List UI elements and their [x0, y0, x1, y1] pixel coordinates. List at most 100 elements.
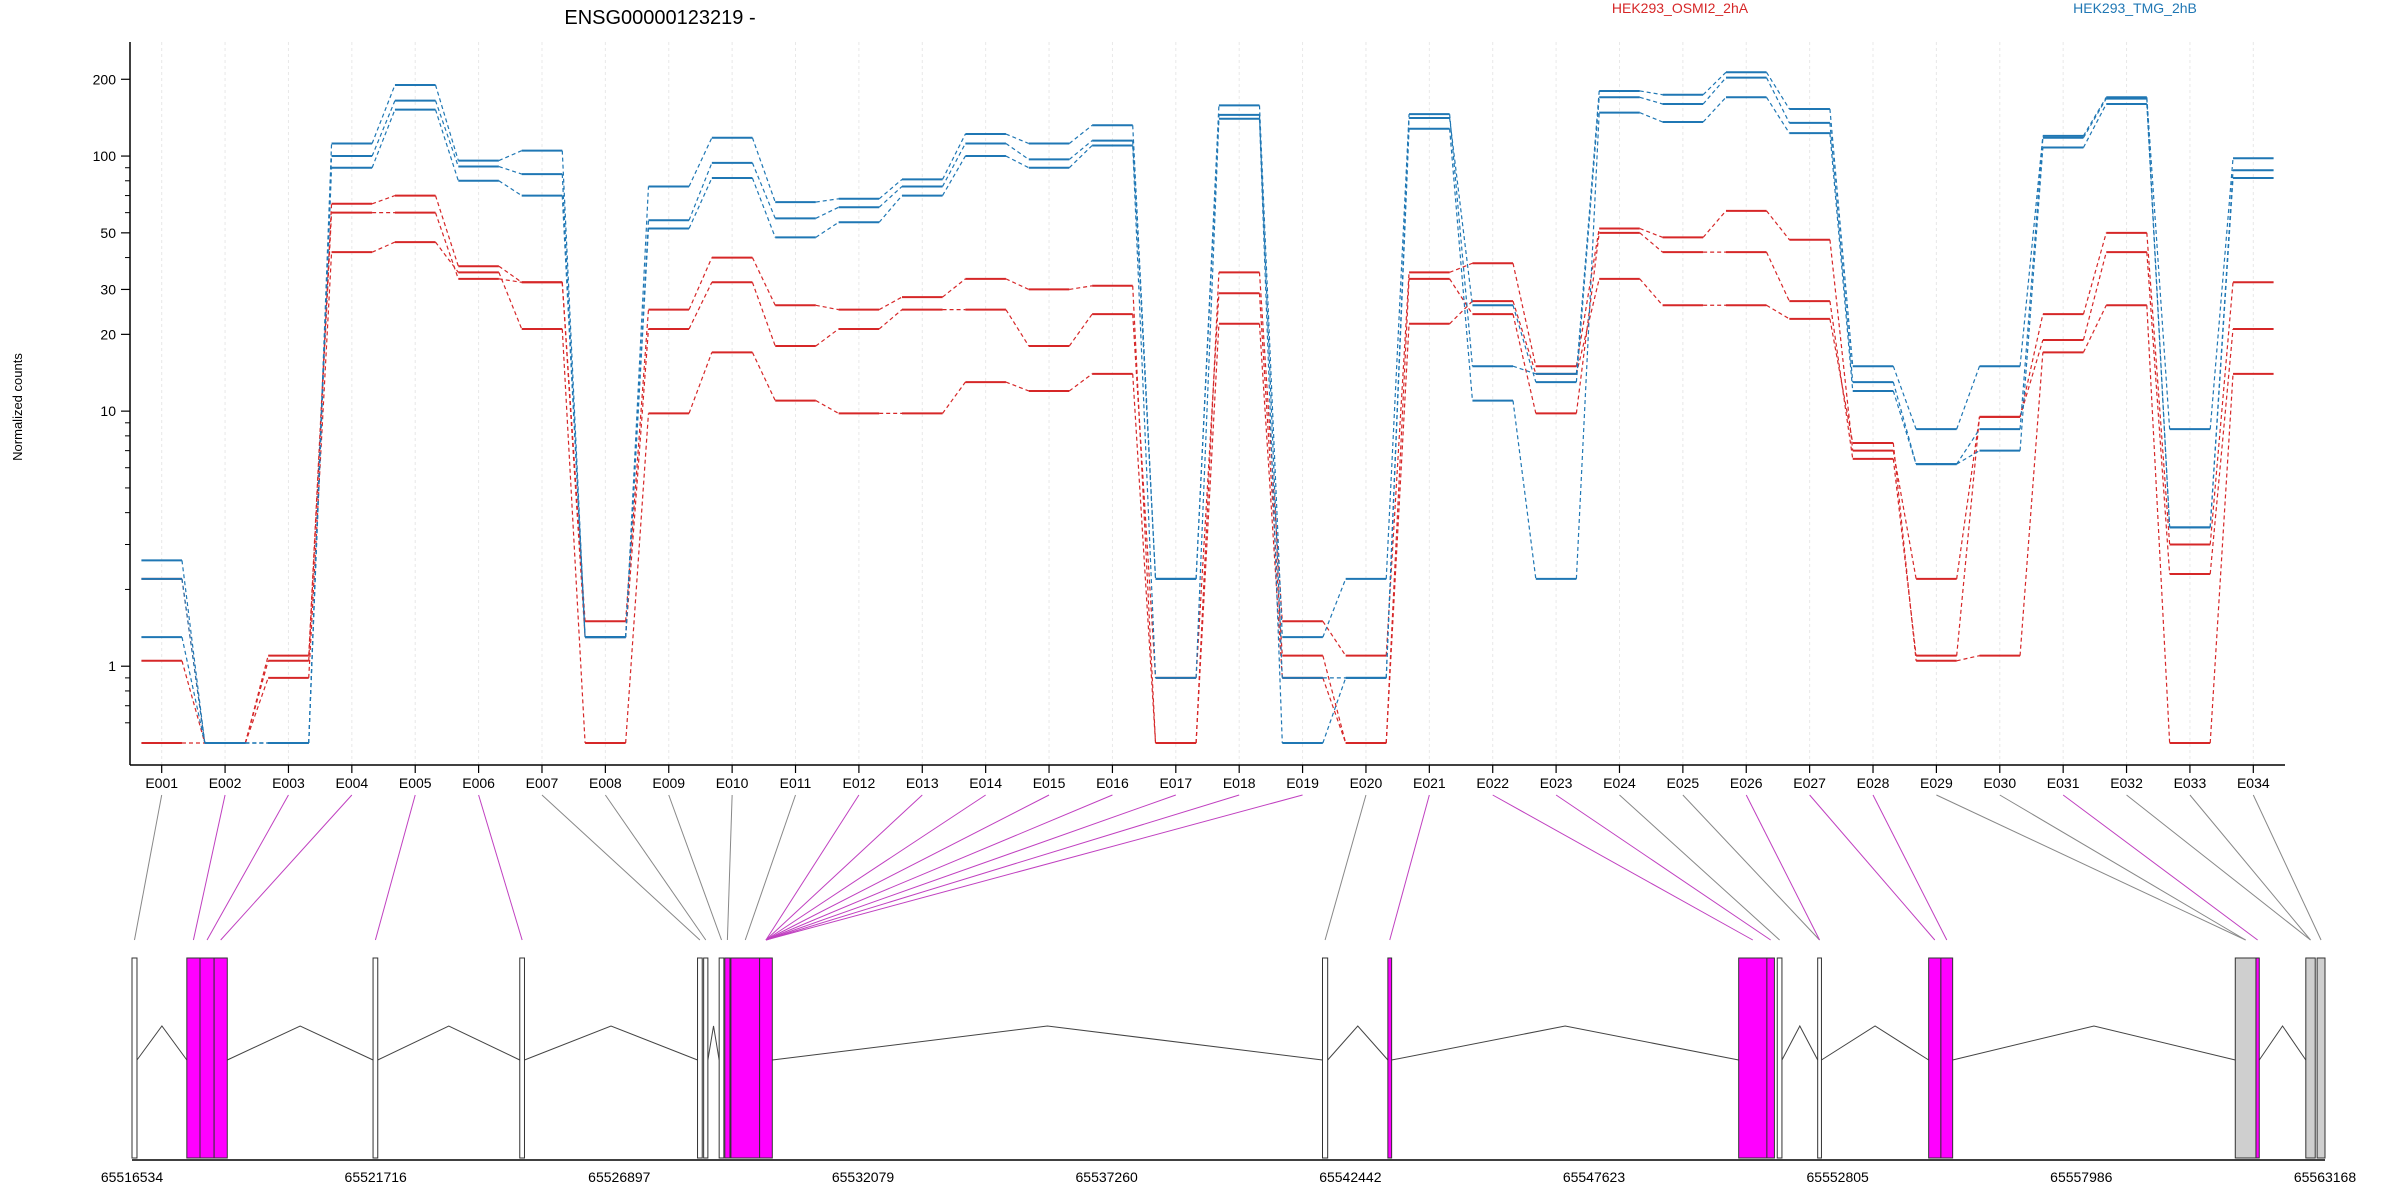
data-connector: [435, 241, 459, 273]
data-connector: [2082, 305, 2107, 353]
legend-item-osmi2: HEK293_OSMI2_2hA: [1612, 0, 1749, 16]
data-connector: [1512, 365, 1537, 375]
exon-connector: [1936, 794, 2246, 941]
exon-connector: [220, 794, 353, 941]
data-connector: [942, 278, 966, 298]
x-tick-label: E028: [1857, 775, 1890, 791]
intron-line: [1821, 1025, 1929, 1061]
exon-bin: [372, 957, 379, 1159]
data-connector: [2146, 97, 2171, 430]
exon-connector: [374, 794, 416, 941]
data-connector: [751, 282, 776, 347]
exon-connector: [2189, 794, 2311, 941]
x-tick-label: E027: [1793, 775, 1826, 791]
data-connector: [1322, 620, 1347, 656]
data-connector: [878, 195, 903, 223]
exon-bin: [2305, 957, 2316, 1159]
data-connector: [878, 186, 903, 208]
data-connector: [878, 178, 903, 200]
x-tick-label: E029: [1920, 775, 1953, 791]
x-tick-label: E015: [1033, 775, 1066, 791]
exon-connector: [2062, 794, 2258, 941]
data-connector: [181, 560, 206, 744]
exon-connector: [765, 794, 923, 941]
data-connector: [308, 212, 333, 661]
data-connector: [1132, 373, 1157, 744]
data-connector: [498, 265, 523, 283]
data-connector: [2209, 158, 2234, 430]
x-tick-label: E032: [2110, 775, 2143, 791]
data-connector: [308, 167, 333, 744]
series-4: [141, 76, 2274, 744]
x-tick-label: E009: [652, 775, 685, 791]
data-connector: [1956, 416, 1981, 579]
y-tick-label: 30: [100, 281, 116, 297]
data-connector: [2019, 137, 2044, 430]
exon-bin: [131, 957, 138, 1159]
exon-connector: [765, 794, 1113, 941]
exon-bin: [199, 957, 215, 1159]
data-connector: [2209, 178, 2234, 528]
intron-line: [1327, 1025, 1389, 1061]
exon-connector: [765, 794, 1176, 941]
x-tick-label: E030: [1983, 775, 2016, 791]
intron-line: [227, 1025, 374, 1061]
data-connector: [1829, 108, 1854, 367]
data-connector: [1766, 304, 1790, 320]
x-tick-label: E016: [1096, 775, 1129, 791]
exon-connector: [1809, 794, 1936, 941]
data-connector: [1068, 145, 1093, 169]
data-connector: [878, 309, 903, 330]
genome-tick-label: 65557986: [2050, 1169, 2113, 1185]
data-connector: [2019, 339, 2044, 417]
data-connector: [1512, 300, 1537, 375]
data-connector: [942, 155, 966, 196]
exon-connector: [765, 794, 1303, 941]
data-connector: [1956, 450, 1980, 465]
x-tick-label: E007: [526, 775, 559, 791]
data-connector: [2209, 373, 2234, 744]
intron-line: [524, 1025, 698, 1061]
data-connector: [1639, 227, 1663, 238]
data-connector: [1449, 117, 1474, 306]
data-connector: [2082, 103, 2107, 148]
data-connector: [1005, 143, 1030, 160]
data-connector: [2082, 96, 2107, 137]
data-connector: [1766, 71, 1790, 110]
data-connector: [1639, 90, 1663, 96]
legend-item-tmg: HEK293_TMG_2hB: [2073, 0, 2197, 16]
y-tick-label: 100: [93, 148, 117, 164]
exon-connector: [765, 794, 1050, 941]
data-connector: [688, 257, 713, 310]
data-connector: [942, 133, 966, 180]
exon-bin: [1738, 957, 1768, 1159]
exon-bin: [718, 957, 725, 1159]
data-connector: [751, 177, 776, 238]
data-connector: [1322, 677, 1347, 744]
data-connector: [1892, 381, 1917, 465]
data-connector: [1449, 114, 1474, 367]
y-axis-label: Normalized counts: [10, 353, 25, 461]
series-2: [141, 241, 2274, 744]
data-connector: [1005, 155, 1030, 169]
data-connector: [1639, 278, 1664, 306]
data-connector: [1322, 578, 1347, 638]
exon-connector: [1999, 794, 2246, 941]
y-tick-label: 50: [100, 225, 116, 241]
data-connector: [1575, 232, 1600, 414]
data-connector: [1829, 318, 1854, 444]
data-connector: [688, 137, 713, 187]
data-connector: [2146, 232, 2171, 545]
data-connector: [2209, 282, 2234, 545]
data-connector: [1765, 77, 1790, 124]
exon-connector: [2252, 794, 2322, 941]
data-connector: [1956, 655, 1980, 662]
data-connector: [1385, 323, 1410, 744]
data-connector: [1956, 416, 1981, 656]
data-connector: [815, 221, 839, 238]
data-connector: [815, 328, 839, 347]
data-connector: [2019, 352, 2044, 656]
series-1: [141, 211, 2274, 744]
data-connector: [1068, 140, 1093, 160]
data-connector: [1069, 285, 1093, 291]
